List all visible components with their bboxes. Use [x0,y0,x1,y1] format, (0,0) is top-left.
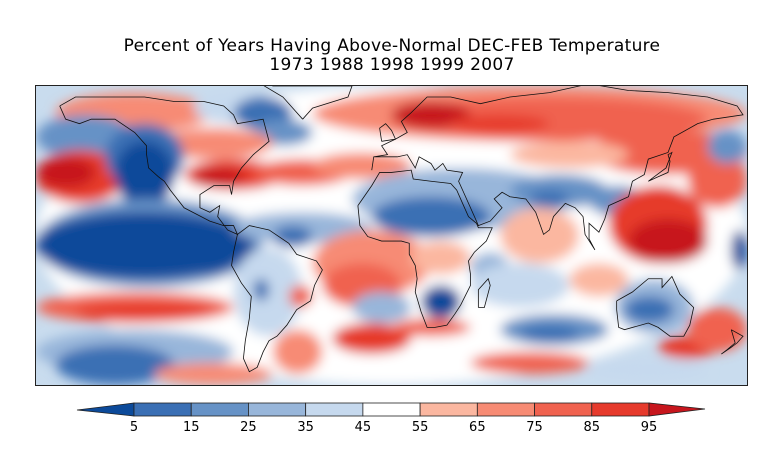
coastline [721,329,744,355]
anomaly-region-below_5 [731,229,747,270]
coastline [263,86,353,120]
coastline [231,225,323,373]
chart-subtitle-years: 1973 1988 1998 1999 2007 [269,55,515,75]
anomaly-region-15-25 [707,130,747,164]
coastline [379,123,397,142]
coastline [648,151,673,182]
colorbar-tick-label: 15 [183,420,200,435]
colorbar-box-65-75 [476,402,535,417]
anomaly-region-5-15 [624,296,674,323]
anomaly-region-55-65 [510,141,629,168]
coastline [616,275,695,337]
anomaly-region-55-65 [411,241,471,275]
colorbar-tick-label: 5 [130,420,138,435]
anomaly-region-35-45 [470,263,570,308]
colorbar-box-75-85 [534,402,593,417]
anomaly-region-5-15 [253,278,270,301]
anomaly-region-5-15 [273,225,313,248]
anomaly-region-5-15 [529,190,570,208]
anomaly-region-75-85 [288,285,313,308]
anomaly-region-65-75 [154,128,273,160]
colorbar-box-15-25 [190,402,249,417]
anomaly-region-85-95 [450,114,550,133]
colorbar-tick-label: 55 [412,420,429,435]
colorbar-arrow-above-95 [648,402,706,417]
colorbar-tick-label: 65 [469,420,486,435]
anomaly-region-75-85 [470,351,589,374]
anomaly-map [35,85,748,386]
anomaly-region-55-65 [500,207,580,264]
chart-title: Percent of Years Having Above-Normal DEC… [123,36,661,56]
colorbar-tick-label: 75 [526,420,543,435]
coastline [357,169,493,328]
anomaly-region-above_95 [628,218,708,264]
anomaly-region-5-15 [519,325,580,343]
anomaly-region-55-65 [569,263,629,297]
anomaly-region-35-45 [589,358,708,381]
colorbar: 5 15 25 35 45 55 65 75 85 95 [76,402,706,435]
colorbar-tick-label: 45 [355,420,372,435]
anomaly-region-below_5 [115,141,175,208]
colorbar-box-45-55 [362,402,421,417]
colorbar-tick-label: 25 [240,420,257,435]
anomaly-region-above_95 [194,167,244,186]
anomaly-region-25-35 [352,291,412,323]
anomaly-region-85-95 [75,303,214,321]
coastline [371,86,744,251]
colorbar-tick-label: 35 [297,420,314,435]
map-canvas [36,86,747,385]
colorbar-box-35-45 [305,402,364,417]
anomaly-region-below_5 [421,285,461,319]
anomaly-region-85-95 [332,322,412,354]
colorbar-box-85-95 [591,402,650,417]
colorbar-box-25-35 [248,402,307,417]
anomaly-region-above_95 [391,101,471,129]
colorbar-box-5-15 [133,402,192,417]
coastline [59,96,270,236]
anomaly-region-5-15 [371,196,491,237]
colorbar-arrow-below-5 [76,402,135,417]
colorbar-tick-label: 85 [584,420,601,435]
anomaly-region-above_95 [36,156,96,188]
colorbar-box-55-65 [419,402,478,417]
anomaly-region-75-85 [687,307,747,352]
anomaly-region-65-75 [154,362,273,385]
anomaly-region-below_5 [154,229,244,275]
colorbar-tick-label: 95 [641,420,658,435]
anomaly-region-65-75 [273,329,323,374]
coastline [477,277,491,308]
anomaly-region-75-85 [687,152,747,208]
anomaly-region-5-15 [55,345,175,385]
